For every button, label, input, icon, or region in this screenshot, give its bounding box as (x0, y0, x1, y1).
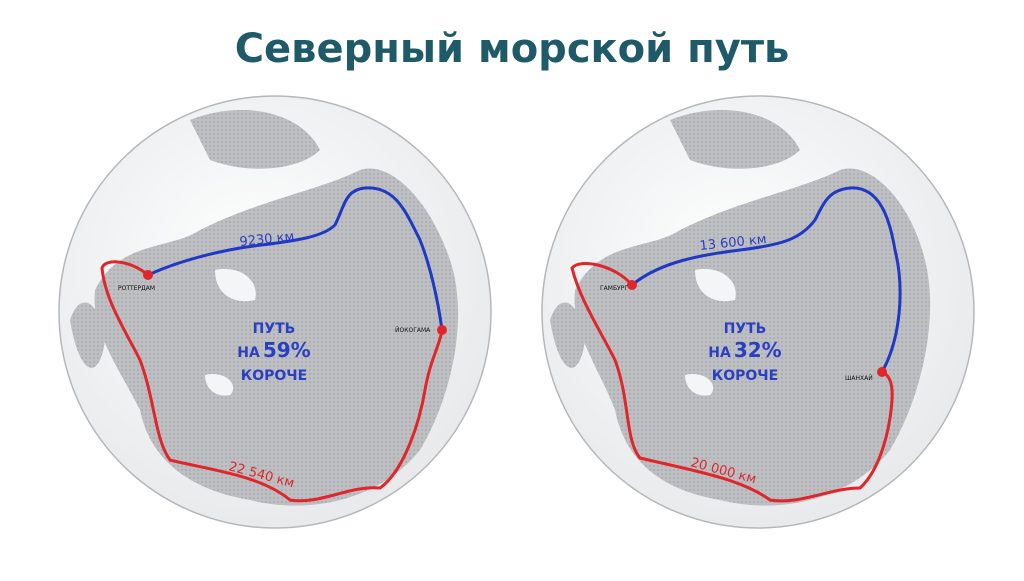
caption-percent: 32% (734, 338, 782, 362)
caption-line: НА 59% (237, 338, 310, 362)
globe: ГАМБУРГ ШАНХАЙ 13 600 км 20 000 км ПУТЬ … (541, 95, 975, 529)
caption-prefix: НА (708, 345, 731, 361)
north-route-label: 13 600 км (699, 232, 767, 254)
globe: РОТТЕРДАМ ЙОКОГАМА 9230 км 22 540 км ПУТ… (58, 95, 492, 529)
caption-prefix: НА (237, 345, 260, 361)
caption-line: КОРОЧЕ (241, 368, 307, 384)
caption-line: ПУТЬ (724, 321, 767, 337)
origin-label: РОТТЕРДАМ (118, 285, 155, 292)
caption-line: КОРОЧЕ (712, 368, 778, 384)
caption-percent: 59% (263, 338, 311, 362)
north-route-label: 9230 км (239, 229, 295, 250)
caption-line: ПУТЬ (253, 321, 296, 337)
destination-label: ШАНХАЙ (845, 375, 873, 382)
destination-label: ЙОКОГАМА (395, 327, 431, 334)
title: Северный морской путь (235, 26, 790, 72)
origin-label: ГАМБУРГ (600, 285, 628, 292)
caption-line: НА 32% (708, 338, 781, 362)
